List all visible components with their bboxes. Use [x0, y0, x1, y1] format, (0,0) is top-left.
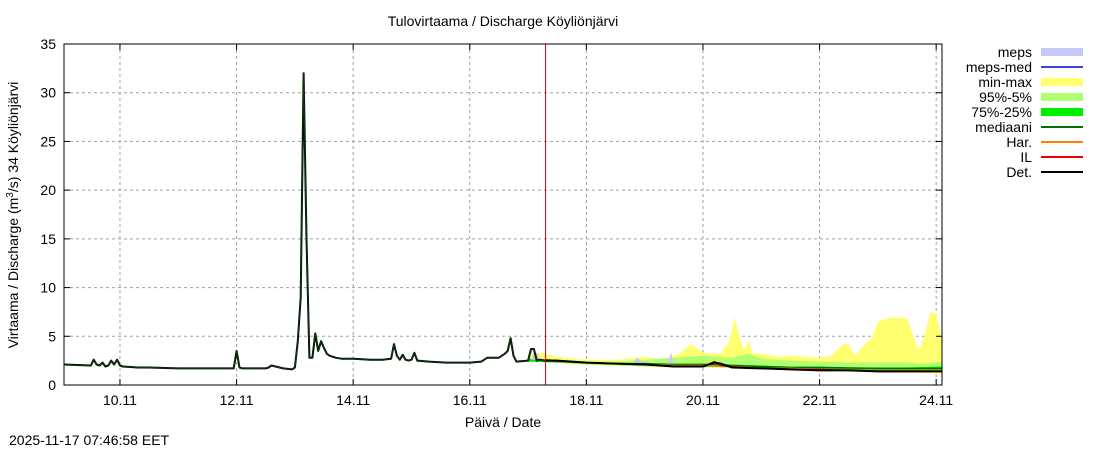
legend-label: mediaani — [975, 119, 1032, 135]
x-tick-label: 22.11 — [803, 392, 837, 408]
x-tick-label: 12.11 — [220, 392, 254, 408]
x-axis-label: Päivä / Date — [465, 414, 541, 430]
axis-ticks: 0 5 10 15 20 25 30 35 10.11 12.11 14.11 16.11 18.11 2… — [40, 36, 953, 408]
x-tick-label: 10.11 — [103, 392, 137, 408]
forecast-bands — [528, 311, 942, 374]
x-tick-label: 16.11 — [453, 392, 487, 408]
legend-item: mediaani — [975, 119, 1083, 135]
legend-swatch — [1041, 48, 1083, 56]
legend-swatch — [1041, 78, 1083, 86]
legend: mepsmeps-medmin-max95%-5%75%-25%mediaani… — [966, 44, 1083, 180]
legend-swatch — [1041, 108, 1083, 116]
legend-item: Det. — [1006, 164, 1083, 180]
legend-label: Det. — [1006, 164, 1032, 180]
legend-label: meps-med — [966, 59, 1032, 75]
series-observed-overlay — [63, 72, 546, 370]
chart-title: Tulovirtaama / Discharge Köyliönjärvi — [388, 13, 619, 29]
legend-label: Har. — [1006, 134, 1032, 150]
y-tick-label: 35 — [40, 36, 56, 52]
legend-label: 75%-25% — [971, 104, 1032, 120]
legend-swatch — [1041, 93, 1083, 101]
y-tick-label: 0 — [48, 377, 56, 393]
band-min-max — [528, 311, 942, 374]
legend-item: meps — [998, 44, 1083, 60]
x-tick-label: 18.11 — [569, 392, 603, 408]
band-meps — [531, 351, 674, 365]
x-tick-label: 24.11 — [919, 392, 953, 408]
y-tick-label: 20 — [40, 182, 56, 198]
series-det — [63, 72, 942, 373]
y-tick-label: 10 — [40, 280, 56, 296]
legend-label: min-max — [978, 74, 1032, 90]
x-tick-label: 14.11 — [336, 392, 370, 408]
data-series — [63, 72, 942, 373]
legend-item: min-max — [978, 74, 1083, 90]
timestamp: 2025-11-17 07:46:58 EET — [9, 432, 170, 448]
legend-item: IL — [1020, 149, 1083, 165]
y-axis-label: Virtaama / Discharge (m3/s) 34 Köyliönjä… — [5, 82, 22, 349]
legend-item: Har. — [1006, 134, 1083, 150]
legend-item: 95%-5% — [979, 89, 1083, 105]
y-tick-label: 15 — [40, 231, 56, 247]
legend-label: meps — [998, 44, 1032, 60]
y-tick-label: 25 — [40, 133, 56, 149]
legend-label: IL — [1020, 149, 1032, 165]
legend-item: meps-med — [966, 59, 1083, 75]
legend-label: 95%-5% — [979, 89, 1032, 105]
plot-frame — [63, 43, 943, 386]
y-tick-label: 5 — [48, 328, 56, 344]
y-tick-label: 30 — [40, 85, 56, 101]
legend-item: 75%-25% — [971, 104, 1083, 120]
x-tick-label: 20.11 — [686, 392, 720, 408]
grid-lines — [64, 44, 942, 385]
